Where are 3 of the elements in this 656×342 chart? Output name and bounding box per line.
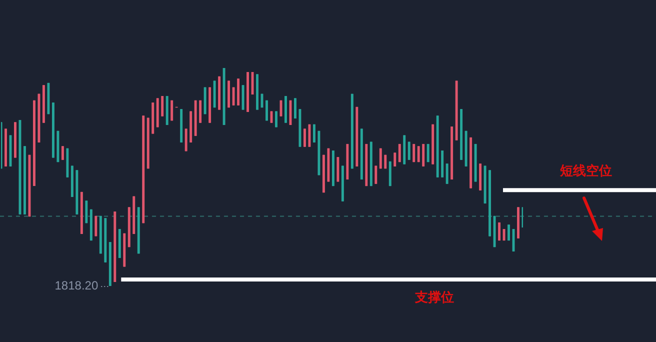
ref-line-label: 短线空位 — [559, 162, 612, 179]
ref-line-label: 支撑位 — [414, 290, 454, 306]
annotation: 1818.20 — [54, 278, 98, 292]
